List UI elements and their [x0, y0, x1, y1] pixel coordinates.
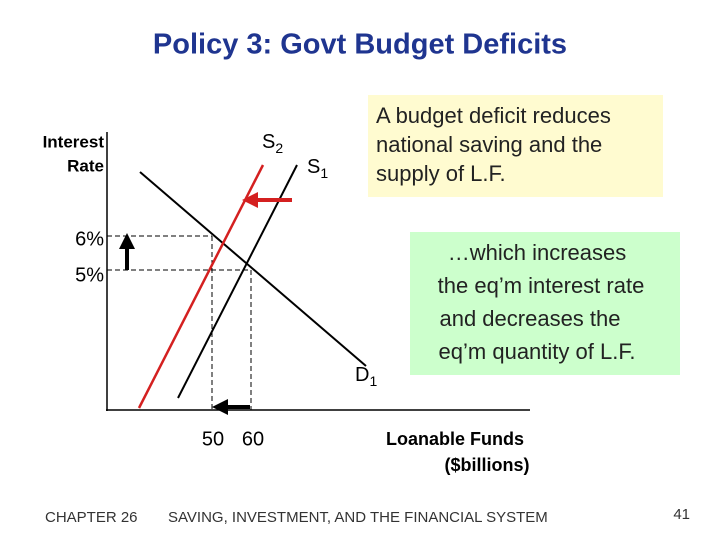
curve-letter: S	[262, 131, 275, 153]
y-axis-label: Interest	[43, 132, 105, 151]
curve-label: S2	[262, 131, 283, 155]
note-text: A budget deficit reduces	[376, 103, 611, 128]
x-tick-label: 50	[202, 428, 224, 450]
x-axis-label: Loanable Funds	[386, 429, 524, 449]
page-number: 41	[673, 506, 690, 523]
supply-curve	[177, 164, 298, 399]
note-text: supply of L.F.	[376, 161, 506, 186]
x-tick-label: 60	[242, 428, 264, 450]
curve-sub: 1	[320, 165, 328, 181]
curve-label: D1	[355, 364, 377, 388]
curve-sub: 1	[369, 373, 377, 389]
note-text: eq’m quantity of L.F.	[439, 339, 636, 364]
curve-letter: S	[307, 156, 320, 178]
y-axis-label: Rate	[67, 156, 104, 175]
x-axis-label: ($billions)	[445, 455, 530, 475]
note-box	[410, 232, 680, 375]
note-box	[368, 95, 663, 197]
note-text: and decreases the	[439, 306, 620, 331]
note-text: the eq’m interest rate	[438, 273, 645, 298]
demand-curve	[139, 171, 367, 367]
note-text: national saving and the	[376, 132, 602, 157]
title: Policy 3: Govt Budget Deficits	[153, 29, 567, 61]
curve-sub: 2	[275, 140, 283, 156]
footer-subject: SAVING, INVESTMENT, AND THE FINANCIAL SY…	[168, 509, 548, 526]
y-tick-label: 5%	[75, 264, 104, 286]
y-tick-label: 6%	[75, 228, 104, 250]
note-text: …which increases	[448, 240, 627, 265]
curve-label: S1	[307, 156, 328, 180]
curve-letter: D	[355, 364, 369, 386]
footer-chapter: CHAPTER 26	[45, 509, 138, 526]
